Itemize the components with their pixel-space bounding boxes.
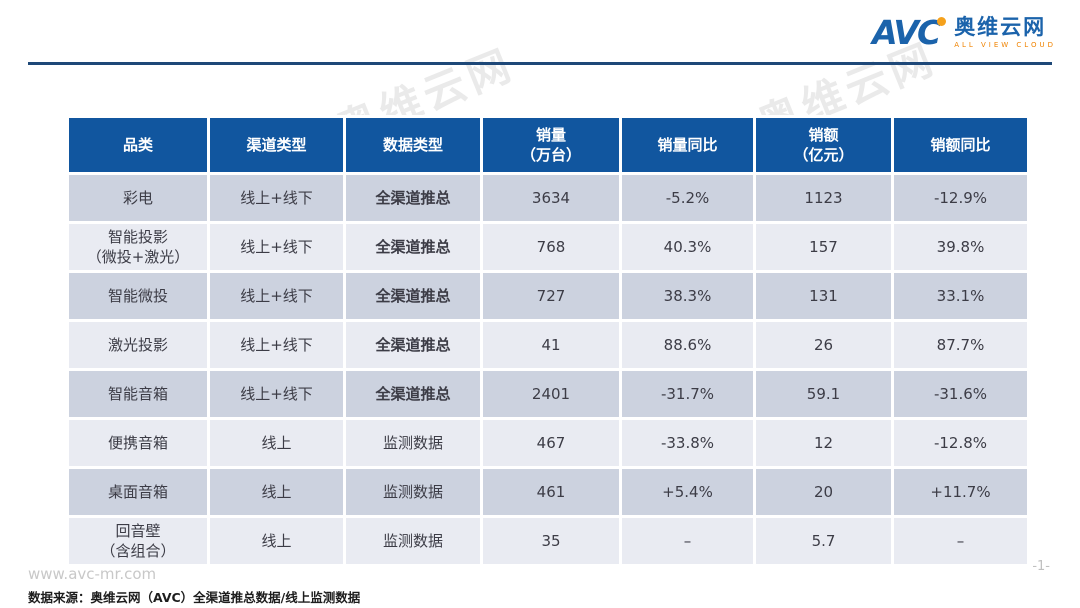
cell-volume-yoy: -31.7% — [622, 371, 753, 417]
cell-data-type: 监测数据 — [346, 469, 480, 515]
cell-amount-yoy: 87.7% — [894, 322, 1027, 368]
cell-volume: 41 — [483, 322, 619, 368]
cell-amount: 131 — [756, 273, 891, 319]
cell-channel: 线上+线下 — [210, 322, 343, 368]
cell-volume: 461 — [483, 469, 619, 515]
cell-amount: 1123 — [756, 175, 891, 221]
table-header-row: 品类 渠道类型 数据类型 销量 （万台） 销量同比 销额 （亿元） 销额同比 — [69, 118, 1027, 172]
cell-amount-yoy: – — [894, 518, 1027, 564]
cell-amount: 5.7 — [756, 518, 891, 564]
cell-data-type: 全渠道推总 — [346, 273, 480, 319]
cell-data-type: 全渠道推总 — [346, 371, 480, 417]
cell-amount: 26 — [756, 322, 891, 368]
table-row: 回音壁 （含组合） 线上 监测数据 35 – 5.7 – — [69, 518, 1027, 564]
website-url: www.avc-mr.com — [28, 565, 157, 583]
cell-data-type: 全渠道推总 — [346, 322, 480, 368]
page-number: -1- — [1032, 559, 1050, 574]
table-row: 智能投影 （微投+激光） 线上+线下 全渠道推总 768 40.3% 157 3… — [69, 224, 1027, 270]
table-row: 便携音箱 线上 监测数据 467 -33.8% 12 -12.8% — [69, 420, 1027, 466]
cell-channel: 线上 — [210, 420, 343, 466]
brand-tagline: ALL VIEW CLOUD — [954, 40, 1056, 49]
cell-data-type: 监测数据 — [346, 420, 480, 466]
cell-volume: 467 — [483, 420, 619, 466]
header-divider-line — [28, 62, 1052, 65]
cell-amount-yoy: +11.7% — [894, 469, 1027, 515]
cell-category: 激光投影 — [69, 322, 207, 368]
cell-volume-yoy: 40.3% — [622, 224, 753, 270]
cell-amount-yoy: -12.9% — [894, 175, 1027, 221]
cell-data-type: 全渠道推总 — [346, 175, 480, 221]
table-row: 彩电 线上+线下 全渠道推总 3634 -5.2% 1123 -12.9% — [69, 175, 1027, 221]
table-row: 桌面音箱 线上 监测数据 461 +5.4% 20 +11.7% — [69, 469, 1027, 515]
cell-amount: 12 — [756, 420, 891, 466]
col-header-volume: 销量 （万台） — [483, 118, 619, 172]
table-row: 激光投影 线上+线下 全渠道推总 41 88.6% 26 87.7% — [69, 322, 1027, 368]
col-header-data-type: 数据类型 — [346, 118, 480, 172]
cell-volume-yoy: +5.4% — [622, 469, 753, 515]
cell-amount: 20 — [756, 469, 891, 515]
cell-channel: 线上+线下 — [210, 273, 343, 319]
cell-volume-yoy: 38.3% — [622, 273, 753, 319]
cell-amount: 157 — [756, 224, 891, 270]
cell-amount-yoy: -31.6% — [894, 371, 1027, 417]
cell-category: 智能投影 （微投+激光） — [69, 224, 207, 270]
cell-volume: 727 — [483, 273, 619, 319]
cell-category: 彩电 — [69, 175, 207, 221]
cell-channel: 线上 — [210, 469, 343, 515]
cell-volume-yoy: – — [622, 518, 753, 564]
cell-category: 便携音箱 — [69, 420, 207, 466]
brand-logo: AVC 奥维云网 ALL VIEW CLOUD — [872, 16, 1056, 49]
cell-volume: 35 — [483, 518, 619, 564]
cell-volume: 3634 — [483, 175, 619, 221]
table-row: 智能微投 线上+线下 全渠道推总 727 38.3% 131 33.1% — [69, 273, 1027, 319]
cell-volume: 768 — [483, 224, 619, 270]
cell-channel: 线上+线下 — [210, 371, 343, 417]
brand-name-cn: 奥维云网 — [954, 14, 1047, 39]
col-header-amount: 销额 （亿元） — [756, 118, 891, 172]
cell-category: 智能音箱 — [69, 371, 207, 417]
cell-amount-yoy: -12.8% — [894, 420, 1027, 466]
cell-channel: 线上+线下 — [210, 175, 343, 221]
cell-category: 回音壁 （含组合） — [69, 518, 207, 564]
cell-volume-yoy: -5.2% — [622, 175, 753, 221]
data-source-note: 数据来源：奥维云网（AVC）全渠道推总数据/线上监测数据 — [28, 590, 361, 605]
col-header-volume-yoy: 销量同比 — [622, 118, 753, 172]
sales-summary-table: 品类 渠道类型 数据类型 销量 （万台） 销量同比 销额 （亿元） 销额同比 彩… — [66, 115, 1030, 567]
brand-name-block: 奥维云网 ALL VIEW CLOUD — [954, 14, 1056, 49]
cell-volume-yoy: -33.8% — [622, 420, 753, 466]
cell-amount-yoy: 33.1% — [894, 273, 1027, 319]
cell-channel: 线上 — [210, 518, 343, 564]
avc-orange-dot-icon — [937, 17, 947, 26]
cell-data-type: 监测数据 — [346, 518, 480, 564]
avc-logo-text: AVC — [872, 13, 947, 52]
cell-data-type: 全渠道推总 — [346, 224, 480, 270]
cell-amount: 59.1 — [756, 371, 891, 417]
cell-category: 智能微投 — [69, 273, 207, 319]
avc-letters: AVC — [872, 13, 941, 52]
col-header-channel: 渠道类型 — [210, 118, 343, 172]
col-header-amount-yoy: 销额同比 — [894, 118, 1027, 172]
cell-channel: 线上+线下 — [210, 224, 343, 270]
table-row: 智能音箱 线上+线下 全渠道推总 2401 -31.7% 59.1 -31.6% — [69, 371, 1027, 417]
cell-volume: 2401 — [483, 371, 619, 417]
col-header-category: 品类 — [69, 118, 207, 172]
cell-category: 桌面音箱 — [69, 469, 207, 515]
cell-amount-yoy: 39.8% — [894, 224, 1027, 270]
cell-volume-yoy: 88.6% — [622, 322, 753, 368]
